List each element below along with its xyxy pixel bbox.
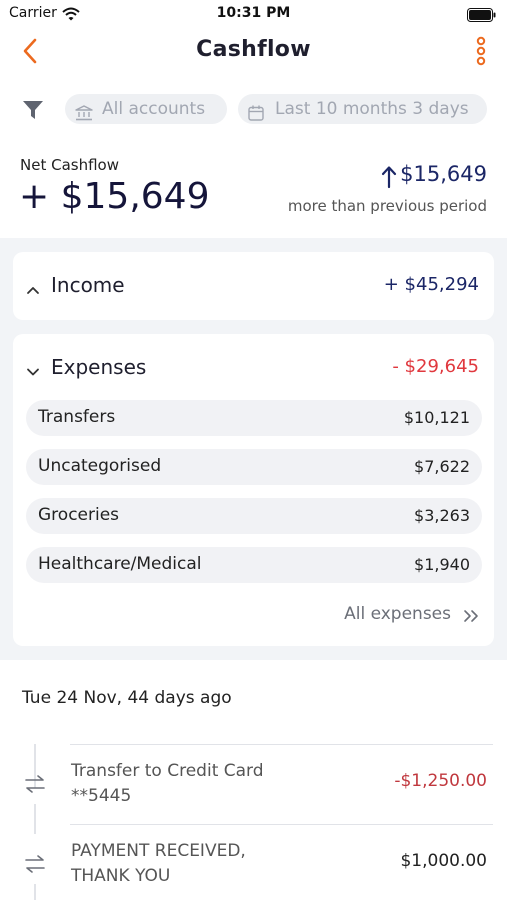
transaction-row[interactable]: Transfer to Credit Card **5445 -$1,250.0… bbox=[0, 744, 507, 824]
status-bar: Carrier 10:31 PM bbox=[0, 0, 507, 30]
arrow-up-icon bbox=[381, 165, 397, 193]
timeline-line bbox=[34, 744, 36, 788]
accounts-filter-label: All accounts bbox=[102, 99, 206, 119]
income-header[interactable]: Income + $45,294 bbox=[13, 252, 494, 320]
category-row[interactable]: Transfers $10,121 bbox=[26, 400, 482, 436]
calendar-icon bbox=[248, 101, 264, 131]
more-vertical-icon[interactable] bbox=[475, 36, 487, 70]
battery-icon bbox=[467, 7, 497, 26]
all-expenses-link[interactable]: All expenses bbox=[344, 604, 479, 628]
income-amount: + $45,294 bbox=[383, 274, 479, 295]
accounts-filter-chip[interactable]: All accounts bbox=[65, 94, 227, 124]
bank-icon bbox=[75, 101, 93, 131]
transaction-date-header: Tue 24 Nov, 44 days ago bbox=[22, 688, 232, 708]
chevron-double-right-icon bbox=[463, 608, 479, 627]
swap-icon bbox=[23, 854, 47, 878]
wifi-icon bbox=[62, 6, 80, 25]
page-title: Cashflow bbox=[196, 37, 311, 62]
net-cashflow-label: Net Cashflow bbox=[20, 156, 119, 174]
divider bbox=[70, 824, 493, 825]
expenses-header[interactable]: Expenses - $29,645 bbox=[13, 334, 494, 402]
change-value: $15,649 bbox=[400, 162, 487, 186]
category-amount: $7,622 bbox=[414, 457, 470, 476]
change-caption: more than previous period bbox=[287, 197, 487, 215]
category-row[interactable]: Healthcare/Medical $1,940 bbox=[26, 547, 482, 583]
back-chevron-icon[interactable] bbox=[22, 38, 38, 68]
category-label: Uncategorised bbox=[38, 456, 162, 476]
transaction-amount: -$1,250.00 bbox=[394, 771, 487, 791]
breakdown-section: Income + $45,294 Expenses - $29,645 Tran… bbox=[0, 238, 507, 660]
expenses-label: Expenses bbox=[51, 355, 147, 379]
swap-icon bbox=[23, 774, 47, 798]
transaction-line-2: **5445 bbox=[71, 786, 132, 806]
category-amount: $1,940 bbox=[414, 555, 470, 574]
period-filter-label: Last 10 months 3 days bbox=[275, 99, 469, 119]
income-card: Income + $45,294 bbox=[13, 252, 494, 320]
transaction-line-1: PAYMENT RECEIVED, bbox=[71, 841, 246, 861]
filter-row: All accounts Last 10 months 3 days bbox=[0, 94, 507, 126]
category-amount: $3,263 bbox=[414, 506, 470, 525]
timeline-line bbox=[34, 804, 36, 834]
all-expenses-label: All expenses bbox=[344, 604, 451, 624]
expenses-card: Expenses - $29,645 Transfers $10,121 Unc… bbox=[13, 334, 494, 646]
nav-bar: Cashflow bbox=[0, 30, 507, 74]
transaction-amount: $1,000.00 bbox=[400, 851, 487, 871]
divider bbox=[70, 744, 493, 745]
filter-icon[interactable] bbox=[22, 100, 44, 124]
category-row[interactable]: Groceries $3,263 bbox=[26, 498, 482, 534]
carrier-label: Carrier bbox=[9, 5, 57, 21]
transaction-description: PAYMENT RECEIVED, THANK YOU bbox=[71, 839, 301, 889]
category-label: Groceries bbox=[38, 505, 120, 525]
income-label: Income bbox=[51, 273, 125, 297]
expenses-amount: - $29,645 bbox=[392, 356, 479, 377]
transaction-line-2: THANK YOU bbox=[71, 866, 171, 886]
chevron-up-icon bbox=[26, 280, 40, 299]
transaction-line-1: Transfer to Credit Card bbox=[71, 761, 264, 781]
timeline-line bbox=[34, 884, 36, 900]
transaction-description: Transfer to Credit Card **5445 bbox=[71, 759, 301, 809]
category-row[interactable]: Uncategorised $7,622 bbox=[26, 449, 482, 485]
clock: 10:31 PM bbox=[216, 5, 291, 21]
net-cashflow-summary: Net Cashflow + $15,649 $15,649 more than… bbox=[0, 150, 507, 238]
category-label: Transfers bbox=[38, 407, 116, 427]
transaction-row[interactable]: PAYMENT RECEIVED, THANK YOU $1,000.00 bbox=[0, 824, 507, 900]
category-amount: $10,121 bbox=[403, 408, 470, 427]
period-filter-chip[interactable]: Last 10 months 3 days bbox=[238, 94, 487, 124]
category-label: Healthcare/Medical bbox=[38, 554, 202, 574]
chevron-down-icon bbox=[26, 362, 40, 381]
net-cashflow-value: + $15,649 bbox=[19, 176, 210, 217]
